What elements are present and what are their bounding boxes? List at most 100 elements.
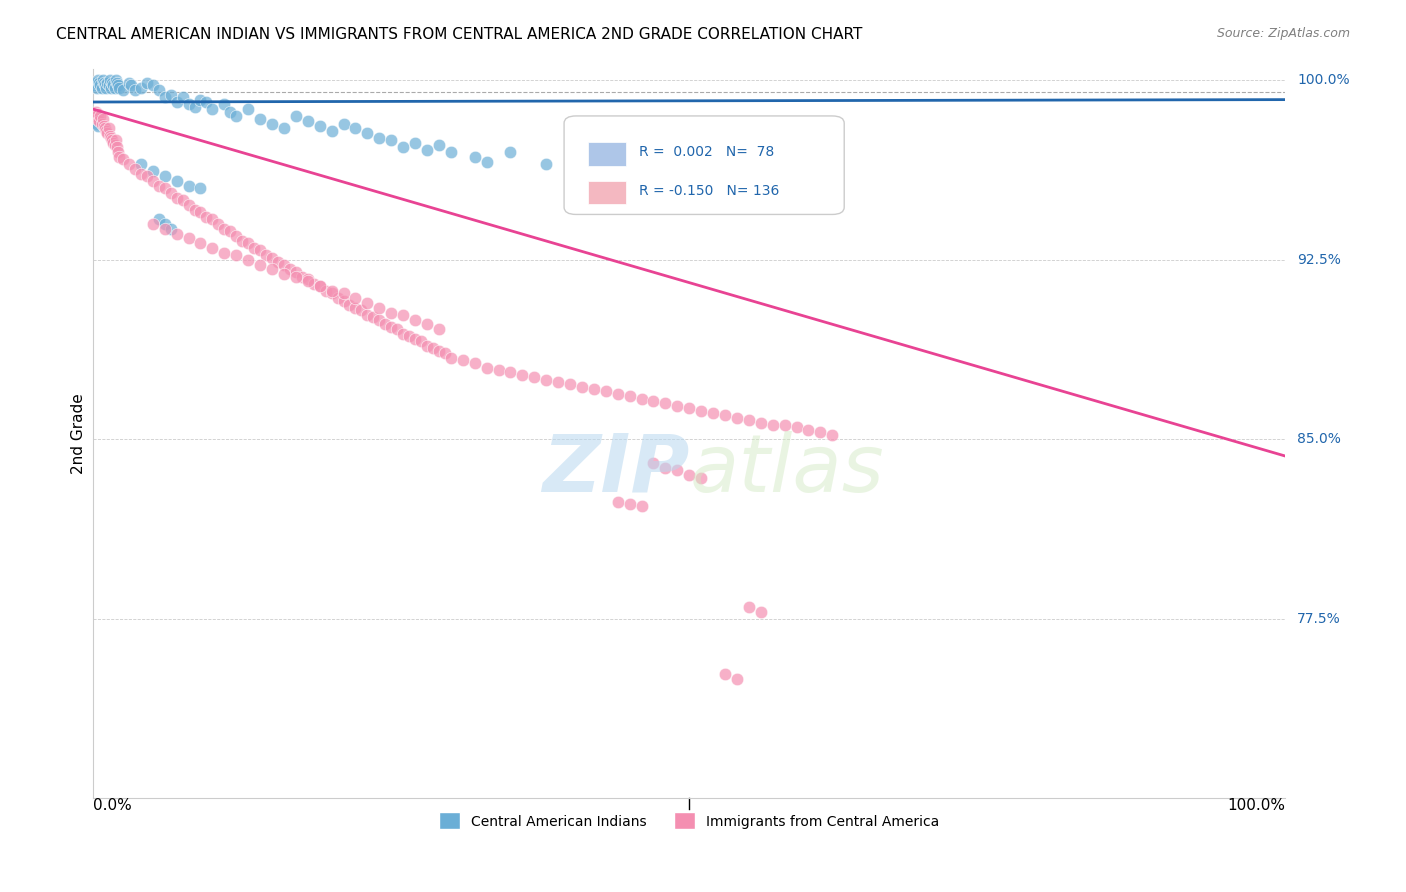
Point — [219, 224, 242, 238]
Text: 100.0%: 100.0% — [1227, 798, 1285, 814]
Point — [249, 112, 271, 126]
Point — [84, 112, 107, 126]
Point — [523, 370, 546, 384]
Point — [762, 417, 785, 432]
Point — [534, 372, 557, 386]
Point — [571, 379, 593, 393]
Point — [738, 413, 761, 427]
Point — [374, 318, 396, 332]
Point — [124, 83, 146, 97]
Text: 92.5%: 92.5% — [1298, 253, 1341, 267]
Point — [89, 78, 111, 93]
Point — [166, 191, 188, 205]
Point — [89, 76, 111, 90]
FancyBboxPatch shape — [588, 181, 626, 204]
Point — [534, 157, 557, 171]
Point — [142, 164, 165, 178]
Point — [666, 399, 689, 413]
Point — [385, 322, 408, 336]
Point — [97, 78, 120, 93]
Point — [83, 109, 105, 123]
Point — [595, 384, 617, 399]
Point — [159, 221, 181, 235]
Point — [214, 221, 236, 235]
Point — [225, 248, 247, 262]
Point — [451, 353, 474, 368]
Point — [86, 80, 108, 95]
Point — [714, 409, 737, 423]
Point — [166, 95, 188, 109]
Point — [90, 116, 112, 130]
Point — [380, 133, 402, 147]
Point — [284, 265, 307, 279]
Point — [344, 301, 367, 315]
Point — [159, 186, 181, 200]
Point — [558, 164, 581, 178]
Point — [87, 119, 110, 133]
Point — [678, 468, 700, 483]
Text: R = -0.150   N= 136: R = -0.150 N= 136 — [640, 184, 779, 198]
Point — [654, 461, 676, 475]
Point — [690, 403, 713, 417]
Point — [315, 284, 337, 298]
Point — [749, 416, 772, 430]
Point — [392, 140, 415, 154]
Point — [142, 78, 165, 93]
Point — [153, 169, 176, 183]
Point — [105, 140, 128, 154]
Point — [166, 174, 188, 188]
Point — [111, 153, 134, 167]
Point — [103, 78, 125, 93]
Point — [135, 169, 157, 183]
Point — [159, 87, 181, 102]
Text: R =  0.002   N=  78: R = 0.002 N= 78 — [640, 145, 775, 160]
Point — [273, 267, 295, 281]
Point — [297, 272, 319, 286]
Point — [101, 133, 124, 147]
Point — [321, 286, 343, 301]
Point — [321, 284, 343, 298]
Point — [475, 154, 498, 169]
Point — [89, 109, 111, 123]
Point — [738, 599, 761, 614]
Point — [808, 425, 831, 439]
Point — [398, 329, 420, 343]
Point — [392, 326, 415, 341]
Point — [190, 205, 212, 219]
Point — [409, 334, 432, 349]
Point — [416, 339, 439, 353]
Point — [225, 229, 247, 244]
Point — [260, 116, 283, 130]
Point — [321, 124, 343, 138]
Point — [308, 279, 330, 293]
Point — [177, 178, 200, 193]
Point — [416, 318, 439, 332]
Point — [100, 131, 122, 145]
Y-axis label: 2nd Grade: 2nd Grade — [72, 393, 86, 474]
Text: atlas: atlas — [689, 431, 884, 508]
Point — [142, 217, 165, 231]
Point — [183, 100, 205, 114]
Point — [499, 145, 522, 160]
FancyBboxPatch shape — [588, 142, 626, 166]
Point — [249, 244, 271, 258]
Point — [190, 236, 212, 251]
Text: 100.0%: 100.0% — [1298, 73, 1350, 87]
Point — [356, 126, 378, 140]
Point — [254, 248, 277, 262]
Point — [243, 241, 266, 255]
Point — [427, 138, 450, 153]
Point — [773, 417, 796, 432]
Point — [380, 319, 402, 334]
Point — [666, 463, 689, 477]
Point — [356, 296, 378, 310]
Point — [87, 73, 110, 87]
Text: CENTRAL AMERICAN INDIAN VS IMMIGRANTS FROM CENTRAL AMERICA 2ND GRADE CORRELATION: CENTRAL AMERICAN INDIAN VS IMMIGRANTS FR… — [56, 27, 863, 42]
Point — [195, 210, 218, 224]
Point — [725, 410, 748, 425]
Point — [267, 255, 290, 269]
Point — [302, 277, 325, 291]
Point — [368, 312, 391, 326]
Point — [214, 245, 236, 260]
Point — [512, 368, 534, 382]
